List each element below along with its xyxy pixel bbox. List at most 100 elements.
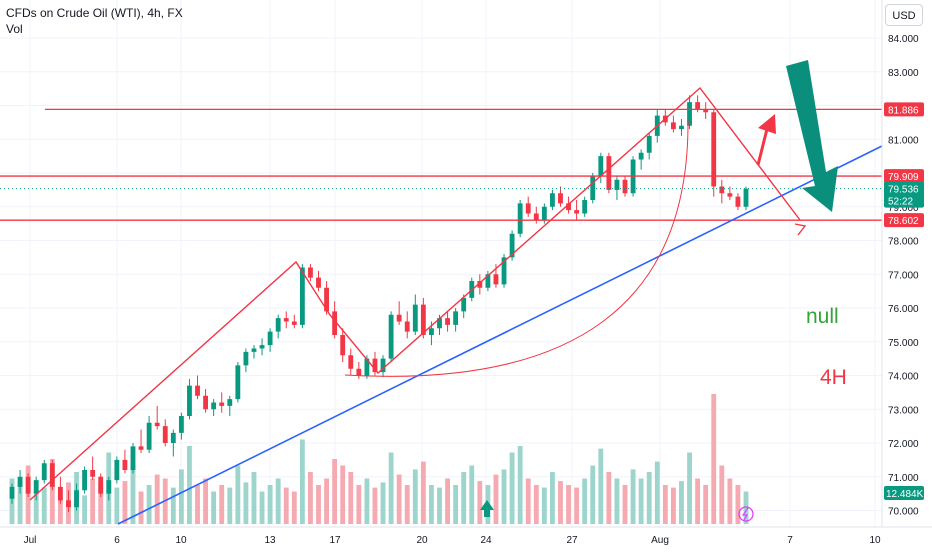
volume-bar [501, 469, 507, 524]
time-axis-tick: 24 [480, 535, 492, 546]
price-label-box [884, 169, 924, 184]
price-axis-tick: 77.000 [888, 270, 919, 281]
time-axis-tick: Jul [24, 535, 37, 546]
chart-header: CFDs on Crude Oil (WTI), 4h, FX Vol [6, 5, 183, 37]
volume-bar [372, 487, 378, 524]
candle-body [66, 500, 71, 508]
volume-bar [687, 452, 692, 524]
volume-bar [703, 485, 709, 524]
volume-bar [146, 485, 152, 524]
symbol-title[interactable]: CFDs on Crude Oil (WTI), 4h, FX [6, 6, 183, 20]
candle-body [25, 476, 31, 494]
volume-bar [17, 485, 23, 524]
volume-bar [477, 481, 483, 524]
volume-bar [235, 465, 241, 524]
volume-bar [445, 478, 450, 524]
candle-body [727, 193, 733, 197]
candle-body [396, 314, 402, 322]
candle-body [187, 385, 192, 416]
price-label-value: 78.602 [888, 216, 919, 227]
volume-label-box [884, 486, 924, 500]
price-label-box [884, 181, 924, 208]
candle-body [485, 274, 491, 288]
time-axis-tick: 13 [264, 535, 276, 546]
price-axis-tick: 79.000 [888, 203, 919, 214]
candle-body [445, 318, 450, 325]
volume-bar [630, 469, 636, 524]
candle-body [719, 186, 725, 194]
currency-button[interactable]: USD [885, 4, 923, 26]
volume-bar [695, 478, 701, 524]
candle-body [90, 470, 96, 477]
volume-bar [364, 478, 370, 524]
volume-bar [598, 448, 604, 524]
volume-bar [404, 485, 410, 524]
price-label-box [884, 213, 924, 228]
cup-arc [344, 119, 689, 377]
volume-bar [396, 474, 402, 524]
volume-bar [170, 487, 176, 524]
candle-body [404, 321, 410, 332]
candle-body [219, 402, 225, 406]
volume-bar [324, 478, 329, 524]
candle-body [211, 402, 217, 410]
volume-bar [227, 487, 233, 524]
time-axis-tick: Aug [651, 535, 669, 546]
price-axis-tick: 73.000 [888, 405, 919, 416]
candle-body [453, 311, 459, 325]
volume-bar [420, 461, 426, 524]
volume-bar [735, 485, 741, 524]
volume-bar [219, 485, 225, 524]
candle-body [670, 122, 676, 130]
candle-body [541, 206, 547, 221]
price-label-value: 79.909 [888, 172, 919, 183]
candle-body [646, 135, 652, 153]
candle-body [299, 267, 305, 325]
price-label-box [884, 102, 924, 117]
volume-bar [203, 478, 209, 524]
volume-bar [388, 452, 394, 524]
volume-bar [380, 482, 386, 524]
volume-bar [606, 472, 612, 524]
volume-bar [243, 482, 249, 524]
volume-bar [98, 485, 104, 524]
volume-bar [348, 472, 354, 524]
volume-bar [412, 469, 418, 524]
candle-body [332, 311, 338, 335]
candle-body [41, 463, 47, 481]
candle-body [162, 426, 168, 443]
candle-body [33, 480, 39, 494]
candle-body [735, 196, 741, 207]
candle-body [283, 318, 289, 322]
volume-bar [316, 485, 321, 524]
candle-body [203, 395, 209, 410]
volume-bar [517, 446, 523, 524]
volume-bar [654, 461, 660, 524]
candle-body [74, 490, 79, 508]
volume-bar [41, 487, 47, 524]
green-down-arrow [786, 60, 838, 212]
volume-bar [469, 465, 475, 524]
price-axis-tick: 83.000 [888, 68, 919, 79]
candle-body [9, 486, 15, 499]
trend-line [117, 145, 883, 525]
candle-body [412, 304, 418, 332]
candle-body [57, 486, 63, 501]
price-label-value: 81.886 [888, 105, 919, 116]
price-countdown: 52:22 [888, 197, 913, 208]
volume-bar [332, 459, 338, 524]
volume-bar [299, 439, 305, 524]
volume-bar [178, 469, 184, 524]
candle-body [227, 399, 233, 406]
candle-body [429, 328, 434, 335]
volume-bar [670, 487, 676, 524]
volume-indicator-label[interactable]: Vol [6, 22, 23, 36]
price-label-value: 79.536 [888, 185, 919, 196]
candle-body [195, 385, 200, 396]
candle-body [566, 203, 571, 211]
volume-bar [33, 491, 39, 524]
candle-body [614, 179, 620, 190]
price-axis-tick: 71.000 [888, 473, 919, 484]
